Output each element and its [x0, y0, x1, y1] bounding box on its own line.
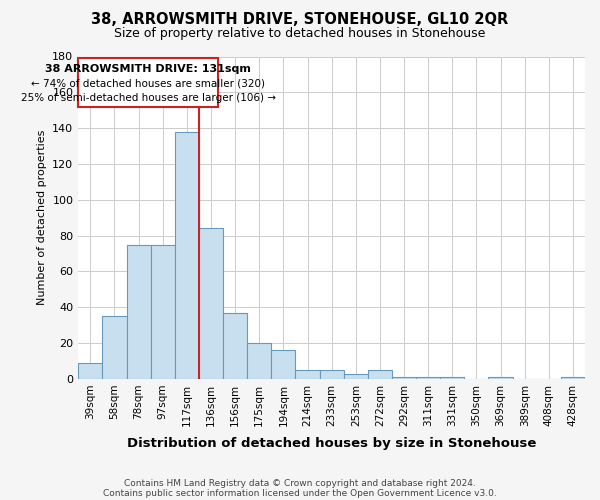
Text: Contains HM Land Registry data © Crown copyright and database right 2024.: Contains HM Land Registry data © Crown c… [124, 478, 476, 488]
Text: 38, ARROWSMITH DRIVE, STONEHOUSE, GL10 2QR: 38, ARROWSMITH DRIVE, STONEHOUSE, GL10 2… [91, 12, 509, 28]
Bar [175, 132, 199, 379]
Text: Contains public sector information licensed under the Open Government Licence v3: Contains public sector information licen… [103, 488, 497, 498]
Bar [344, 374, 368, 379]
Bar [320, 370, 344, 379]
Bar [199, 228, 223, 379]
Text: ← 74% of detached houses are smaller (320): ← 74% of detached houses are smaller (32… [31, 78, 265, 88]
Bar [368, 370, 392, 379]
Bar [151, 244, 175, 379]
X-axis label: Distribution of detached houses by size in Stonehouse: Distribution of detached houses by size … [127, 437, 536, 450]
Bar [392, 377, 416, 379]
Bar [78, 363, 103, 379]
Bar [416, 377, 440, 379]
Bar [488, 377, 512, 379]
Bar [127, 244, 151, 379]
Text: 38 ARROWSMITH DRIVE: 131sqm: 38 ARROWSMITH DRIVE: 131sqm [46, 64, 251, 74]
Bar [295, 370, 320, 379]
Bar [561, 377, 585, 379]
Text: 25% of semi-detached houses are larger (106) →: 25% of semi-detached houses are larger (… [21, 92, 276, 102]
Bar [223, 312, 247, 379]
Y-axis label: Number of detached properties: Number of detached properties [37, 130, 47, 306]
Bar [440, 377, 464, 379]
Text: Size of property relative to detached houses in Stonehouse: Size of property relative to detached ho… [115, 28, 485, 40]
Bar [103, 316, 127, 379]
FancyBboxPatch shape [78, 58, 218, 106]
Bar [247, 343, 271, 379]
Bar [271, 350, 295, 379]
